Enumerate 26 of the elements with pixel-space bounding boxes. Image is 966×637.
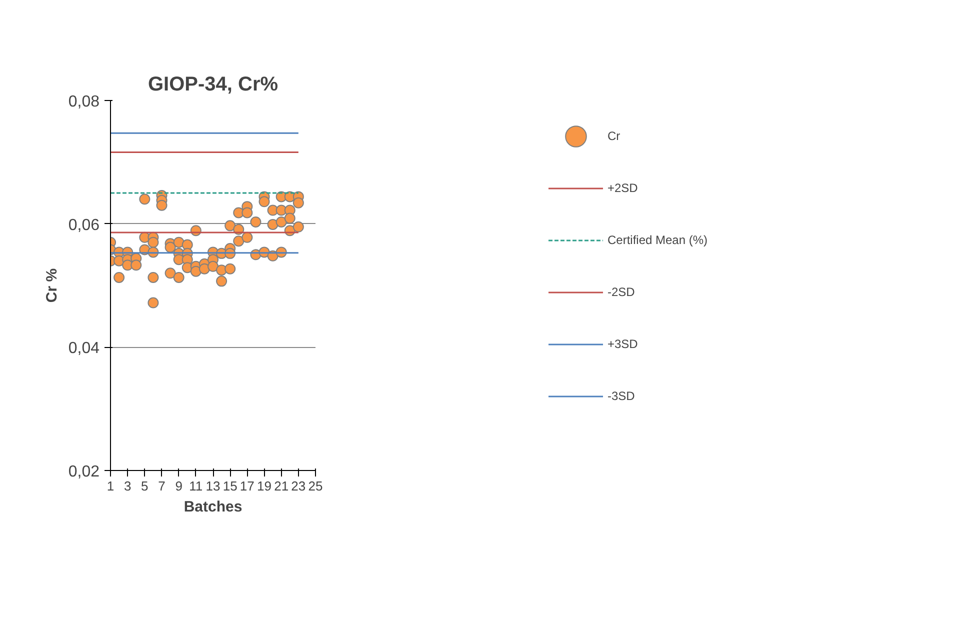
legend-label: Cr [607,128,622,145]
x-tick-label: 25 [308,478,323,494]
y-tick-label: 0,04 [68,340,100,358]
y-tick-label: 0,02 [68,464,100,480]
x-tick-label: 21 [274,478,289,494]
x-tick-label: 9 [175,478,182,494]
x-tick-label: 23 [291,478,306,494]
x-tick-label: 5 [141,478,148,494]
legend-label: -2SD [607,284,635,301]
x-tick-label: 13 [206,478,220,494]
x-tick-label: 3 [124,478,132,494]
y-axis-title: Cr % [43,268,60,303]
legend-label: Certified Mean (%) [607,232,708,249]
legend-label: -3SD [607,388,635,405]
x-tick-label: 1 [106,478,114,494]
x-axis-title: Batches [184,498,242,516]
y-tick-label: 0,06 [68,216,100,234]
x-tick-label: 7 [158,478,166,494]
y-tick-label: 0,08 [68,94,100,110]
legend-label: +3SD [607,336,638,353]
x-tick-label: 17 [240,478,254,494]
x-tick-label: 11 [189,478,203,494]
legend-label: +2SD [607,180,638,197]
x-tick-label: 19 [257,478,272,494]
x-tick-label: 15 [222,478,238,494]
chart-title: GIOP-34, Cr% [148,74,278,96]
